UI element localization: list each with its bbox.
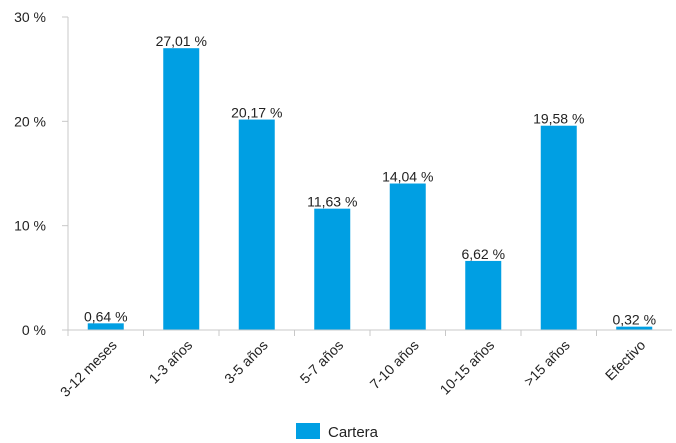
bar	[465, 260, 502, 330]
data-label: 27,01 %	[156, 33, 207, 49]
bar	[163, 48, 200, 330]
y-tick-label: 20 %	[14, 113, 46, 129]
y-tick-label: 10 %	[14, 218, 46, 234]
data-label: 19,58 %	[533, 111, 584, 127]
bars	[87, 48, 653, 331]
bar	[87, 323, 124, 330]
data-label: 11,63 %	[307, 194, 357, 210]
data-label: 20,17 %	[231, 105, 282, 121]
legend-swatch-cartera	[296, 423, 320, 439]
y-tick-label: 0 %	[22, 322, 46, 338]
data-label: 6,62 %	[461, 246, 505, 262]
category-label: 3-5 años	[221, 337, 271, 387]
category-label: Efectivo	[602, 337, 649, 384]
category-labels: 3-12 meses 1-3 años 3-5 años 5-7 años 7-10 a…	[57, 330, 649, 400]
y-tick-label: 30 %	[14, 9, 46, 25]
legend-label-cartera: Cartera	[328, 424, 379, 441]
category-label: >15 años	[521, 337, 573, 389]
category-label: 10-15 años	[437, 337, 498, 398]
bar	[389, 183, 426, 330]
category-label: 5-7 años	[297, 337, 347, 387]
data-label: 14,04 %	[382, 169, 433, 185]
category-label: 1-3 años	[146, 337, 196, 387]
y-axis-ticks: 0 % 10 % 20 % 30 %	[14, 9, 69, 338]
bar	[314, 208, 351, 330]
bar	[238, 119, 275, 331]
bar	[616, 326, 653, 330]
legend: Cartera	[296, 423, 379, 441]
data-label: 0,64 %	[84, 308, 128, 324]
data-labels: 0,64 % 27,01 % 20,17 % 11,63 % 14,04 % 6,62 %…	[84, 33, 656, 327]
data-label: 0,32 %	[612, 312, 656, 328]
bar	[540, 125, 577, 330]
category-label: 7-10 años	[367, 337, 422, 392]
category-label: 3-12 meses	[57, 337, 120, 400]
